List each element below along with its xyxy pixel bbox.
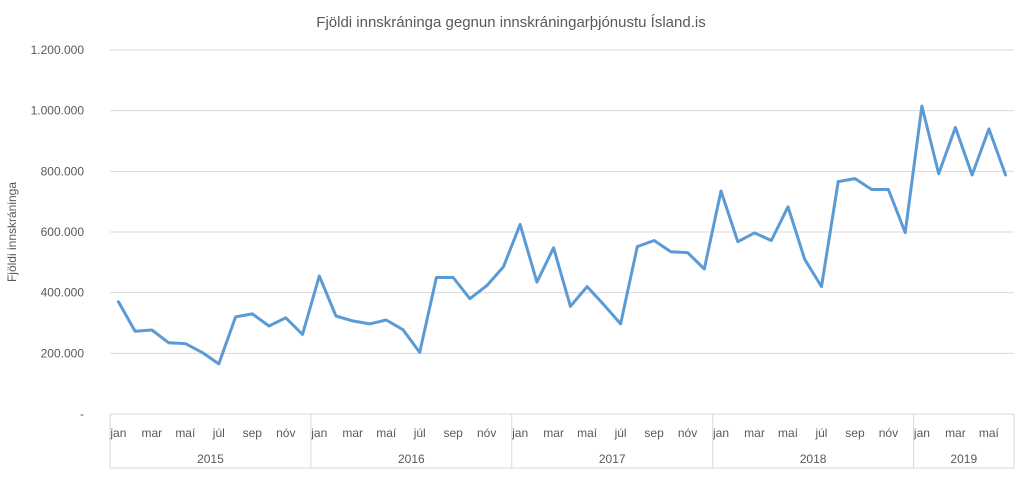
x-tick-label: júl [413,426,426,440]
x-tick-label: jan [712,426,729,440]
x-tick-label: maí [577,426,598,440]
x-tick-label: júl [814,426,827,440]
x-tick-label: jan [310,426,327,440]
x-tick-label: mar [744,426,765,440]
series-layer [116,104,1008,366]
x-year-label: 2015 [197,452,224,466]
x-tick-label: júl [614,426,627,440]
x-tick-label: mar [142,426,163,440]
x-tick-label: nóv [276,426,295,440]
series-line [116,104,1008,366]
x-year-label: 2017 [599,452,626,466]
gridlines [110,49,1014,354]
x-year-label: 2019 [950,452,977,466]
chart-title: Fjöldi innskráninga gegnun innskráningar… [316,14,705,31]
x-tick-label: maí [376,426,397,440]
x-year-label: 2018 [800,452,827,466]
y-tick-label: - [80,407,84,421]
x-tick-label: jan [109,426,126,440]
x-tick-label: maí [778,426,799,440]
y-tick-label: 600.000 [41,225,85,239]
x-tick-label: nóv [477,426,496,440]
y-axis-ticks: - 200.000 400.000 600.000 800.000 1.000.000 1.… [31,43,85,421]
x-tick-label: jan [913,426,930,440]
x-tick-label: mar [543,426,564,440]
x-tick-label: mar [945,426,966,440]
x-tick-label: júl [212,426,225,440]
y-axis-label: Fjöldi innskráninga [5,182,19,282]
x-tick-label: maí [175,426,196,440]
x-year-label: 2016 [398,452,425,466]
x-tick-label: nóv [879,426,898,440]
x-tick-label: sep [644,426,664,440]
x-tick-label: sep [845,426,865,440]
x-tick-label: sep [243,426,263,440]
x-tick-label: maí [979,426,1000,440]
y-tick-label: 400.000 [41,286,85,300]
y-tick-label: 1.000.000 [31,104,85,118]
y-tick-label: 200.000 [41,346,85,360]
x-tick-label: mar [342,426,363,440]
x-tick-label: jan [511,426,528,440]
x-tick-label: nóv [678,426,697,440]
y-tick-label: 1.200.000 [31,43,85,57]
y-tick-label: 800.000 [41,164,85,178]
x-tick-label: sep [444,426,464,440]
